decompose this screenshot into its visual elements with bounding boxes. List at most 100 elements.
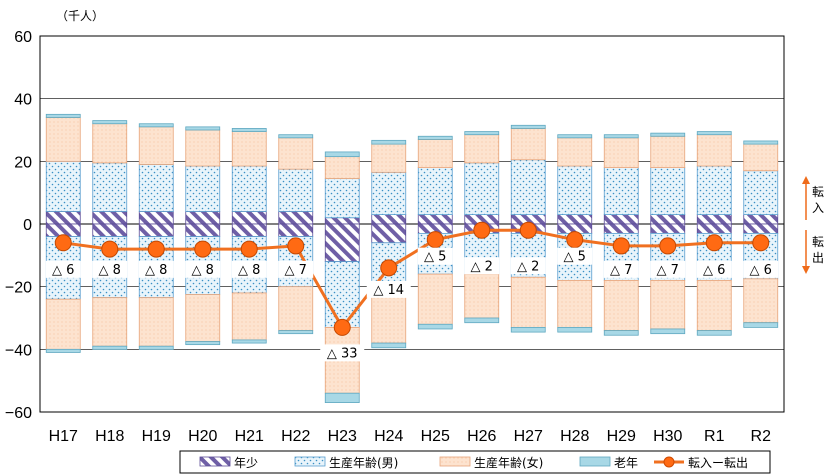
bar-working-female-out: [138, 297, 174, 347]
bar-elderly-out: [231, 339, 267, 344]
data-label-bg: [231, 260, 267, 278]
bar-working-male-in: [696, 165, 732, 216]
bar-working-female-in: [138, 126, 174, 165]
x-tick-label: H19: [142, 428, 171, 445]
data-label-bg: [696, 260, 732, 278]
bar-elderly-out: [696, 330, 732, 336]
net-marker: [752, 234, 770, 252]
legend-label-elderly: 老年: [614, 456, 638, 470]
x-tick-label: H23: [328, 428, 357, 445]
net-marker: [240, 240, 258, 258]
data-label-bg: [45, 260, 81, 278]
bar-young-out: [92, 223, 128, 237]
bar-elderly-out: [92, 345, 128, 350]
x-axis: H17 H18 H19 H20 H21 H22 H23 H24 H25 H26 H27 H28 H29 H…: [49, 428, 772, 445]
data-label-bg: [320, 344, 365, 362]
bar-working-female-in: [464, 134, 500, 164]
y-tick-label: −60: [5, 405, 32, 422]
bar-working-male-in: [464, 162, 500, 215]
bar-young-out: [371, 223, 407, 244]
y-tick-label: 40: [14, 92, 32, 109]
net-marker: [612, 237, 630, 255]
bar-working-male-in: [92, 162, 128, 212]
bar-working-male-in: [138, 164, 174, 212]
bar-elderly-in: [278, 134, 314, 139]
bar-elderly-out: [743, 322, 779, 328]
legend-label-working-female: 生産年齢(女): [474, 455, 543, 470]
bar-young-in: [92, 211, 128, 225]
net-marker: [659, 237, 677, 255]
data-label-bg: [603, 260, 639, 278]
bar-working-female-in: [650, 135, 686, 168]
bar-elderly-in: [510, 124, 546, 129]
bar-elderly-in: [650, 132, 686, 137]
x-tick-label: R2: [751, 428, 772, 445]
plot-border: [39, 35, 785, 413]
x-tick-label: R1: [704, 428, 725, 445]
bar-working-female-in: [45, 117, 81, 162]
bar-elderly-in: [417, 135, 453, 140]
bar-working-female-in: [278, 137, 314, 170]
data-label-bg: [743, 260, 779, 278]
data-label: △ 2: [517, 259, 539, 274]
data-label: △ 6: [750, 263, 772, 278]
bar-working-male-in: [371, 171, 407, 216]
data-label: △ 8: [238, 263, 260, 278]
legend-swatch-working-female: [439, 456, 471, 467]
net-marker: [473, 221, 491, 239]
bar-working-female-out: [185, 294, 221, 342]
bar-elderly-in: [464, 131, 500, 136]
legend-label-young: 年少: [234, 456, 258, 470]
bar-young-in: [138, 211, 174, 225]
bar-young-in: [324, 217, 360, 225]
data-label-bg: [557, 247, 593, 265]
data-label: △ 2: [471, 259, 493, 274]
bar-elderly-in: [603, 134, 639, 139]
bar-working-male-in: [185, 165, 221, 212]
x-tick-label: H18: [95, 428, 124, 445]
bar-elderly-out: [417, 323, 453, 330]
x-tick-label: H26: [467, 428, 496, 445]
bar-working-male-out: [324, 261, 360, 328]
bar-working-male-in: [603, 167, 639, 216]
y-tick-label: 0: [23, 217, 32, 234]
bar-elderly-out: [185, 341, 221, 346]
bar-working-female-out: [278, 286, 314, 331]
bar-elderly-in: [138, 123, 174, 128]
net-marker: [54, 234, 72, 252]
net-marker: [194, 240, 212, 258]
bar-young-out: [278, 223, 314, 237]
x-tick-label: H22: [281, 428, 310, 445]
bar-young-out: [138, 223, 174, 237]
legend-border: [179, 450, 771, 474]
side-label-char: 転: [812, 235, 824, 249]
data-label: △ 7: [610, 263, 632, 278]
data-label-bg: [650, 260, 686, 278]
bar-working-female-in: [92, 123, 128, 164]
data-label: △ 8: [99, 263, 121, 278]
bar-working-female-out: [231, 292, 267, 341]
x-tick-label: H20: [188, 428, 217, 445]
net-line-path: [63, 228, 761, 331]
bar-young-in: [743, 214, 779, 225]
bar-elderly-out: [603, 330, 639, 336]
side-label-char: 転: [812, 185, 824, 199]
data-labels: △ 6 △ 8 △ 8 △ 8 △ 8 △ 7 △ 33 △ 14 △ 5 △ 2 △ 2 △ 5 △ …: [45, 247, 779, 362]
side-label-transfer-out: 転出: [812, 235, 824, 265]
bar-young-out: [231, 223, 267, 237]
bar-elderly-in: [743, 140, 779, 145]
bar-elderly-out: [464, 317, 500, 324]
data-label: △ 8: [192, 263, 214, 278]
bar-working-female-in: [371, 143, 407, 173]
net-marker: [426, 231, 444, 249]
bar-working-female-out: [743, 278, 779, 324]
bar-elderly-in: [92, 120, 128, 125]
bar-young-in: [185, 211, 221, 225]
bar-young-out: [185, 223, 221, 237]
net-marker: [101, 240, 119, 258]
x-tick-label: H21: [235, 428, 264, 445]
legend-swatch-young: [199, 456, 231, 467]
net-marker: [287, 237, 305, 255]
net-marker: [566, 231, 584, 249]
bar-working-female-in: [231, 131, 267, 167]
